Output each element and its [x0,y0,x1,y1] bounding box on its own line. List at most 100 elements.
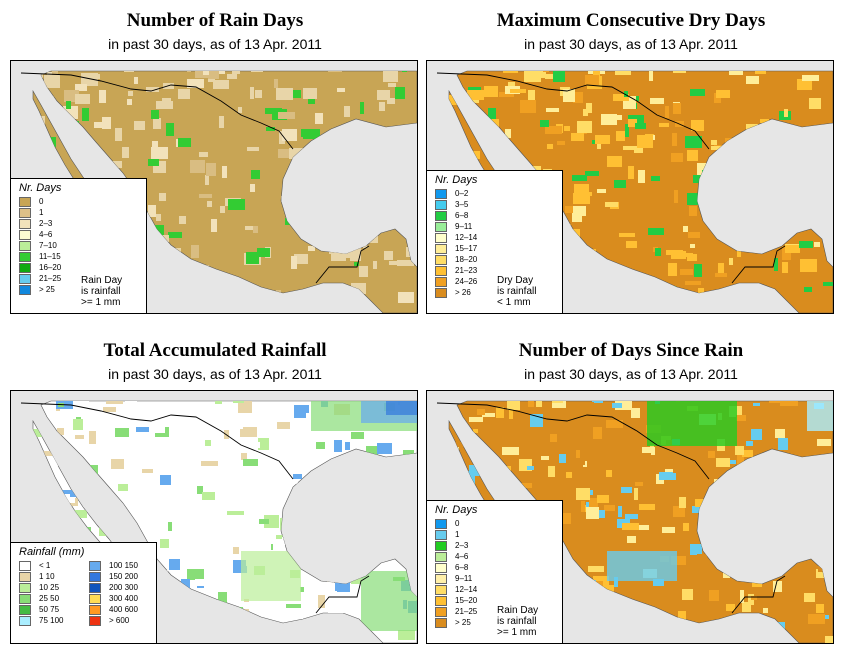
legend-row: 21–25 [11,273,146,284]
legend-swatch [435,210,447,221]
legend-swatch [19,593,31,604]
legend-row: 15–20 [427,595,562,606]
legend: Rainfall (mm) < 1 1 10 10 25 25 50 50 75 75 1… [11,542,157,643]
legend-swatch [19,207,31,218]
map-graphic [11,391,417,643]
legend-label: 150 200 [109,572,138,581]
legend-label: 25 50 [39,594,60,603]
legend-row: 24–26 [427,276,562,287]
legend-note-line: < 1 mm [497,297,531,308]
panel-title: Total Accumulated Rainfall [103,340,327,361]
legend-swatch [435,573,447,584]
legend-row: 75 100 [11,615,81,626]
legend-row: 12–14 [427,584,562,595]
legend-note: Rain Day is rainfall >= 1 mm [81,275,122,308]
legend-label: 16–20 [39,263,62,272]
legend-row: > 25 [11,284,146,295]
legend-label: 18–20 [455,255,478,264]
legend-row: 21–25 [427,606,562,617]
legend-swatch [19,604,31,615]
legend-swatch [435,617,447,628]
legend-row: 1 10 [11,571,81,582]
legend-title: Nr. Days [435,174,478,186]
legend-swatch [19,262,31,273]
legend-note: Rain Day is rainfall >= 1 mm [497,605,538,638]
legend-note-line: Rain Day [81,275,123,286]
legend-label: 11–15 [39,252,61,261]
legend-swatch [89,582,101,593]
legend-row: 2–3 [11,218,146,229]
legend-swatch [435,551,447,562]
legend-note: Dry Day is rainfall < 1 mm [497,275,536,308]
legend-row: 3–5 [427,199,562,210]
legend-swatch [435,518,447,529]
legend-label: 1 [39,208,44,217]
legend-label: 0 [455,519,460,528]
legend-swatch [89,593,101,604]
legend-label: 2–3 [455,541,469,550]
legend-label: 400 600 [109,605,138,614]
guatemala-border-line [731,245,786,284]
legend-swatch [19,251,31,262]
legend-row: 18–20 [427,254,562,265]
legend-swatch [435,232,447,243]
legend-note-line: >= 1 mm [497,627,537,638]
legend-row: 6–8 [427,562,562,573]
panel-title: Number of Days Since Rain [518,340,744,361]
legend-label: 6–8 [455,563,469,572]
legend-row: 150 200 [81,571,138,582]
legend-swatch [435,562,447,573]
panel-rain-days: Number of Rain Days in past 30 days, as … [10,0,420,315]
legend-row: 6–8 [427,210,562,221]
legend-row: 9–11 [427,221,562,232]
panel-title: Maximum Consecutive Dry Days [496,10,766,31]
legend-swatch [19,196,31,207]
us-border-line [20,402,294,480]
legend-row: 15–17 [427,243,562,254]
legend-row: 11–15 [11,251,146,262]
legend-label: 4–6 [455,552,469,561]
legend-label: 9–11 [455,222,473,231]
legend: Nr. Days 0 1 2–3 4–6 7–10 11–15 16–20 21–25 > 25… [11,178,147,313]
legend-label: 1 10 [39,572,55,581]
legend-row: 1 [11,207,146,218]
legend: Nr. Days 0–2 3–5 6–8 9–11 12–14 15–17 18–20 21–… [427,170,563,313]
legend-label: 1 [455,530,460,539]
legend-label: 12–14 [455,233,478,242]
legend-swatch [19,229,31,240]
legend-row: 400 600 [81,604,138,615]
us-border-line [20,72,294,150]
legend-label: 24–26 [455,277,478,286]
legend-swatch [435,199,447,210]
legend-swatch [435,529,447,540]
legend-note-line: Rain Day [497,605,539,616]
legend-label: 50 75 [39,605,60,614]
legend-items-right: 100 150 150 200 200 300 300 400 400 600 > 600 [81,560,138,626]
legend-label: 100 150 [109,561,138,570]
legend-swatch [435,188,447,199]
legend-swatch [435,243,447,254]
legend-note-line: is rainfall [497,616,537,627]
panel-dry-days: Maximum Consecutive Dry Days in past 30 … [426,0,836,315]
legend-swatch [435,276,447,287]
legend-row: 12–14 [427,232,562,243]
legend-label: 4–6 [39,230,53,239]
legend-row: 0–2 [427,188,562,199]
legend-swatch [435,606,447,617]
panel-subtitle: in past 30 days, as of 13 Apr. 2011 [108,36,322,52]
legend-items: 0 1 2–3 4–6 7–10 11–15 16–20 21–25 > 25 [11,196,146,295]
legend-label: 21–25 [39,274,62,283]
panel-days-since-rain: Number of Days Since Rain in past 30 day… [426,330,836,645]
legend-label: 7–10 [39,241,57,250]
legend-row: 100 150 [81,560,138,571]
legend-label: 9–11 [455,574,473,583]
legend-note-line: >= 1 mm [81,297,121,308]
legend-swatch [435,221,447,232]
panel-subtitle: in past 30 days, as of 13 Apr. 2011 [524,36,738,52]
legend-row: 21–23 [427,265,562,276]
legend-row: 4–6 [11,229,146,240]
legend-row: 1 [427,529,562,540]
legend-row: 25 50 [11,593,81,604]
legend-label: > 600 [109,616,130,625]
legend-label: 0 [39,197,44,206]
